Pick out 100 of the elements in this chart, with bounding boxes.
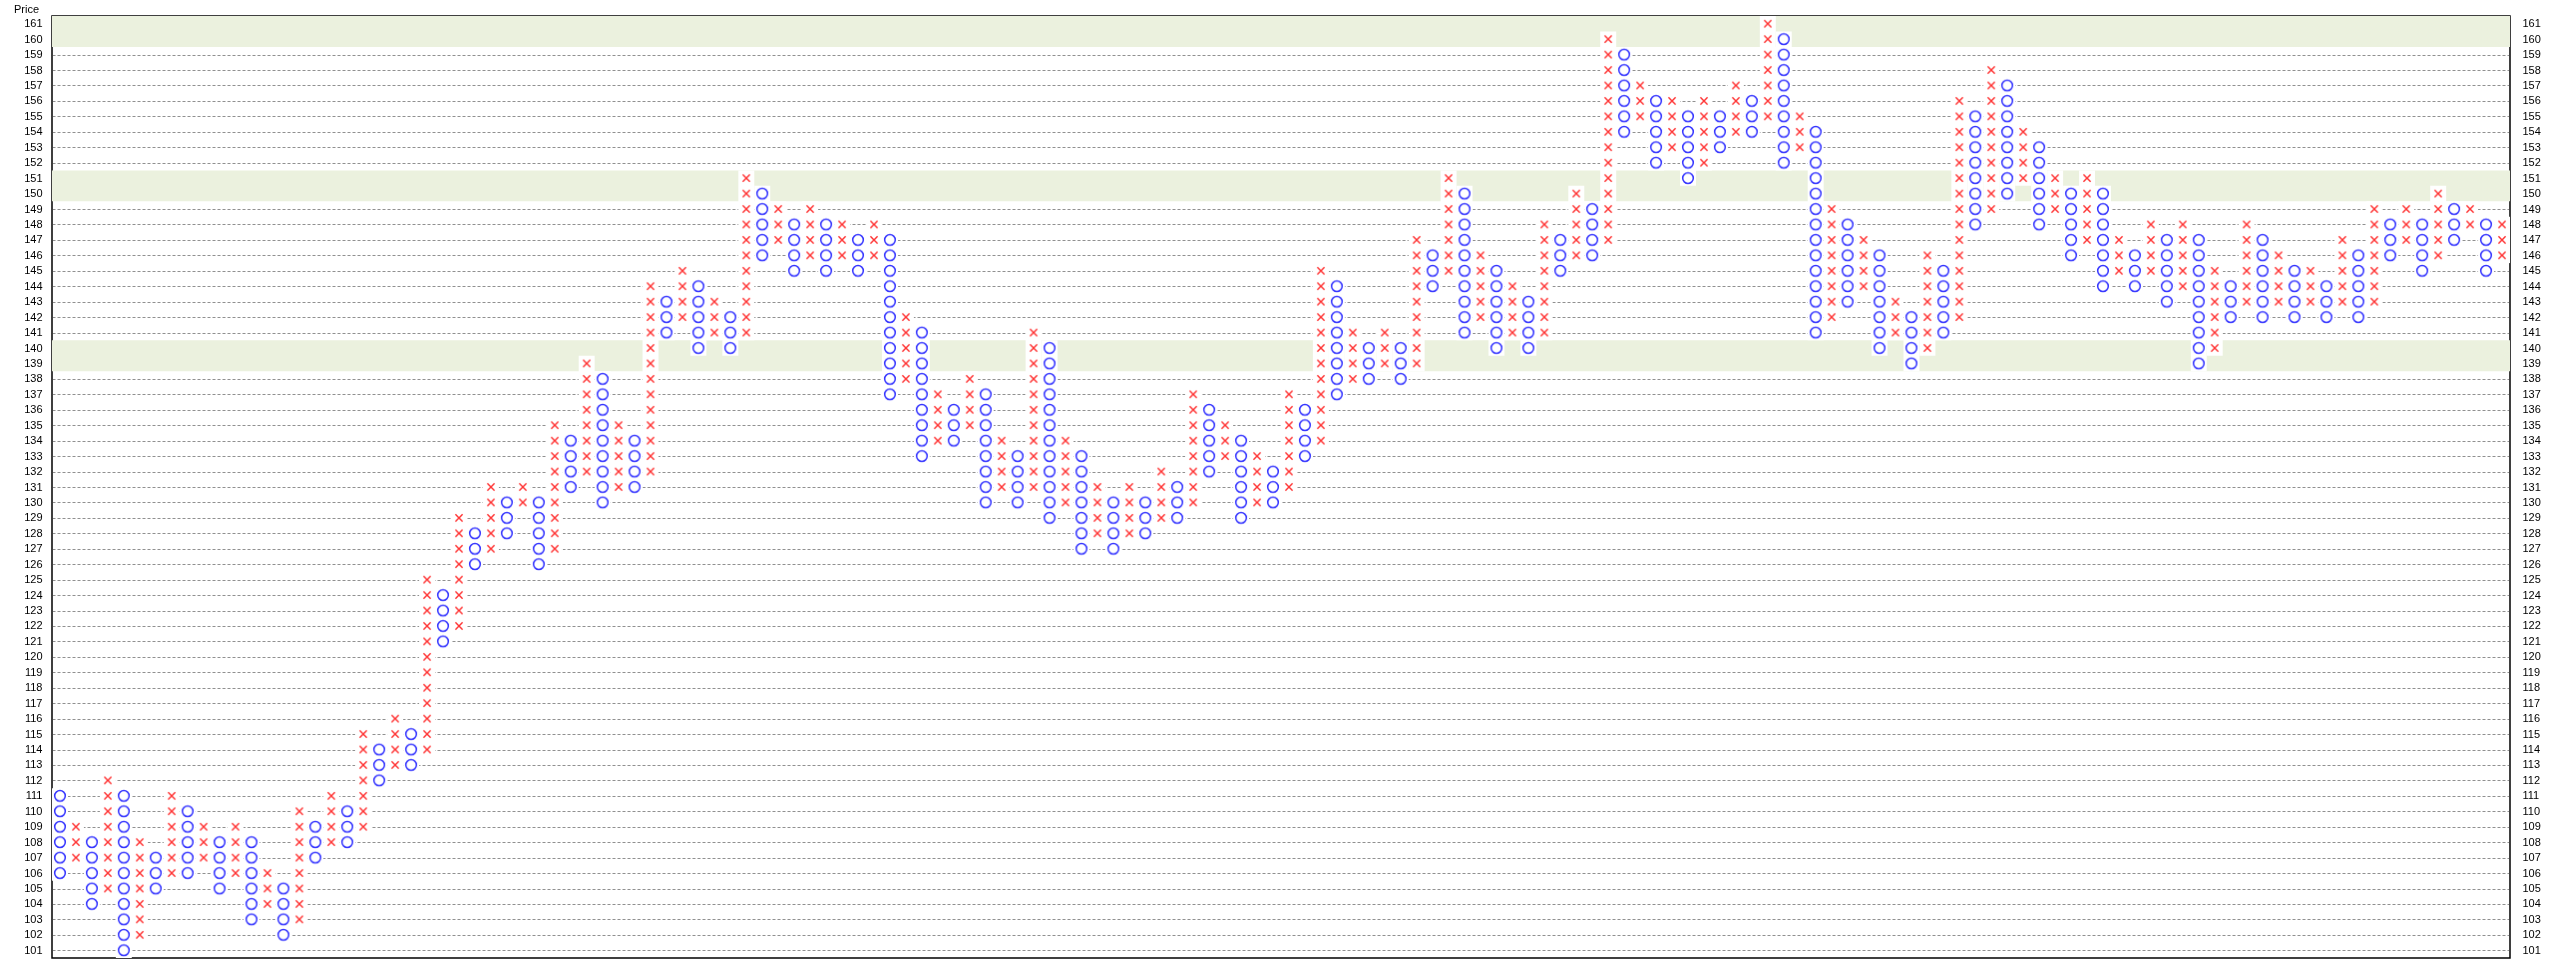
y-tick-label: 127: [24, 542, 43, 555]
y-tick-label: 133: [24, 449, 43, 462]
bar: [786, 216, 803, 279]
bar: [1951, 93, 1968, 325]
bar: [850, 232, 867, 279]
bar: [2206, 263, 2223, 356]
bar: [163, 788, 180, 881]
y-tick-label: 114: [24, 743, 43, 756]
y2-tick-label: 112: [2522, 773, 2541, 786]
y2-tick-label: 156: [2522, 94, 2541, 107]
bar: [1201, 402, 1218, 480]
bar: [2350, 247, 2367, 325]
bar: [1137, 494, 1154, 542]
bar: [690, 278, 707, 356]
y-tick-label: 128: [24, 526, 43, 539]
y2-tick-label: 159: [2522, 48, 2541, 61]
bar: [1807, 124, 1824, 341]
y2-tick-label: 127: [2522, 542, 2541, 555]
y2-tick-label: 102: [2522, 928, 2541, 941]
y2-tick-label: 157: [2522, 78, 2541, 91]
bar: [2446, 201, 2463, 248]
bar: [147, 849, 164, 897]
bar: [1328, 278, 1345, 403]
bar: [1711, 108, 1728, 155]
y2-tick-label: 152: [2522, 156, 2541, 169]
bar: [2318, 278, 2335, 325]
y-tick-label: 119: [24, 665, 43, 678]
y-tick-label: 109: [24, 820, 43, 833]
y-tick-label: 125: [24, 573, 43, 586]
bar: [738, 170, 755, 341]
y2-tick-label: 155: [2522, 109, 2541, 122]
y-tick-label: 154: [24, 125, 43, 138]
bar: [131, 834, 148, 943]
bar: [961, 371, 978, 433]
bar: [530, 494, 547, 572]
y-tick-label: 159: [24, 48, 43, 61]
bar: [339, 803, 356, 850]
bar: [2126, 247, 2143, 294]
bar: [482, 479, 499, 557]
bar: [2478, 216, 2495, 279]
bar: [275, 880, 292, 943]
y-tick-label: 138: [24, 372, 43, 385]
y-tick-label: 139: [24, 356, 43, 369]
y-tick-label: 144: [24, 279, 43, 292]
bar: [2095, 185, 2111, 294]
y2-tick-label: 103: [2522, 912, 2541, 925]
y-tick-label: 142: [24, 310, 43, 323]
bar: [1217, 417, 1234, 464]
y2-tick-label: 122: [2522, 619, 2541, 632]
bar: [259, 865, 276, 912]
bar: [323, 788, 340, 850]
y2-tick-label: 118: [2522, 681, 2541, 694]
y-axis-title: Price: [13, 2, 40, 15]
y-tick-label: 132: [24, 465, 43, 478]
bar: [1600, 31, 1617, 248]
y2-tick-label: 111: [2522, 789, 2540, 802]
bar: [1105, 494, 1122, 557]
bar: [2158, 232, 2175, 310]
y2-tick-label: 144: [2522, 279, 2541, 292]
bar: [83, 834, 100, 912]
bar: [1265, 463, 1281, 511]
y2-tick-label: 133: [2522, 449, 2541, 462]
y2-tick-label: 158: [2522, 63, 2541, 76]
bar: [2063, 185, 2080, 264]
bar: [1424, 247, 1441, 294]
y-tick-label: 112: [24, 773, 43, 786]
y-tick-label: 140: [24, 341, 43, 354]
y-tick-label: 108: [24, 835, 43, 848]
bar: [1233, 432, 1250, 526]
bar: [754, 185, 771, 264]
bar: [2414, 216, 2431, 279]
bar: [227, 819, 244, 881]
y-tick-label: 106: [24, 866, 43, 879]
y-tick-label: 134: [24, 434, 43, 447]
y2-tick-label: 108: [2522, 835, 2541, 848]
bar: [2031, 139, 2048, 233]
y2-tick-label: 134: [2522, 434, 2541, 447]
bar: [1871, 247, 1888, 356]
bar: [2494, 216, 2510, 264]
bar: [2079, 170, 2096, 248]
y2-tick-label: 149: [2522, 202, 2541, 215]
y-tick-label: 153: [24, 140, 43, 153]
y2-tick-label: 101: [2522, 943, 2541, 956]
y-tick-label: 105: [24, 882, 43, 895]
y2-tick-label: 146: [2522, 248, 2541, 261]
y-tick-label: 150: [24, 187, 43, 200]
bar: [977, 386, 994, 511]
bar: [1408, 232, 1425, 372]
y-tick-label: 136: [24, 403, 43, 416]
bar: [451, 510, 467, 634]
bar: [211, 834, 228, 897]
y-tick-label: 103: [24, 912, 43, 925]
y2-tick-label: 121: [2522, 634, 2541, 647]
y2-tick-label: 147: [2522, 233, 2541, 246]
y2-tick-label: 113: [2522, 758, 2541, 771]
y-tick-label: 152: [24, 156, 43, 169]
bar: [770, 201, 787, 248]
y2-tick-label: 124: [2522, 588, 2541, 601]
y2-tick-label: 151: [2522, 171, 2541, 184]
bar: [1520, 293, 1537, 356]
